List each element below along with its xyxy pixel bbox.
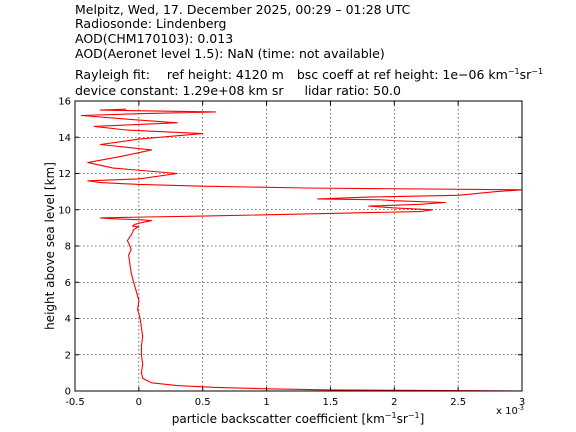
bsc-coeff-info: bsc coeff at ref height: 1e−06 km−1sr−1 xyxy=(296,67,544,82)
rayleigh-fit-label: Rayleigh fit: xyxy=(75,67,150,82)
ref-height-info: ref height: 4120 m xyxy=(166,67,284,82)
aod-chm-info: AOD(CHM170103): 0.013 xyxy=(75,31,234,46)
x-tick-label: 1 xyxy=(263,397,269,408)
x-tick-label: 3 xyxy=(519,397,525,408)
grid-lines xyxy=(75,101,522,391)
device-line: device constant: 1.29e+08 km sr lidar rat… xyxy=(75,83,401,98)
y-tick-label: 12 xyxy=(58,169,71,180)
radiosonde-info: Radiosonde: Lindenberg xyxy=(75,16,227,31)
plot-area xyxy=(75,101,522,391)
x-multiplier-label: x 10-3 xyxy=(496,405,524,417)
aod-aeronet-info: AOD(Aeronet level 1.5): NaN (time: not a… xyxy=(75,46,385,61)
y-tick-label: 4 xyxy=(65,314,71,325)
x-tick-label: 1.5 xyxy=(322,397,338,408)
device-constant-info: device constant: 1.29e+08 km sr xyxy=(75,83,284,98)
y-tick-label: 10 xyxy=(58,205,71,216)
y-tick-label: 0 xyxy=(65,387,71,398)
x-axis-title: particle backscatter coefficient [km−1sr… xyxy=(172,411,425,426)
series-group xyxy=(80,108,523,392)
y-axis-title: height above sea level [km] xyxy=(43,162,57,330)
x-tick-label: -0.5 xyxy=(65,397,85,408)
y-tick-label: 6 xyxy=(65,278,71,289)
y-tick-label: 16 xyxy=(58,97,71,108)
y-tick-label: 8 xyxy=(65,242,71,253)
y-tick-label: 14 xyxy=(58,133,71,144)
x-tick-label: 2.5 xyxy=(450,397,466,408)
x-tick-label: 0.5 xyxy=(195,397,211,408)
x-tick-label: 2 xyxy=(391,397,397,408)
y-tick-label: 2 xyxy=(65,350,71,361)
lidar-ratio-info: lidar ratio: 50.0 xyxy=(304,83,401,98)
rayleigh-fit-line: Rayleigh fit: ref height: 4120 m bsc coeff… xyxy=(75,68,543,82)
location-time-title: Melpitz, Wed, 17. December 2025, 00:29 –… xyxy=(75,2,411,17)
x-tick-label: 0 xyxy=(136,397,142,408)
backscatter-profile-line xyxy=(80,108,523,392)
